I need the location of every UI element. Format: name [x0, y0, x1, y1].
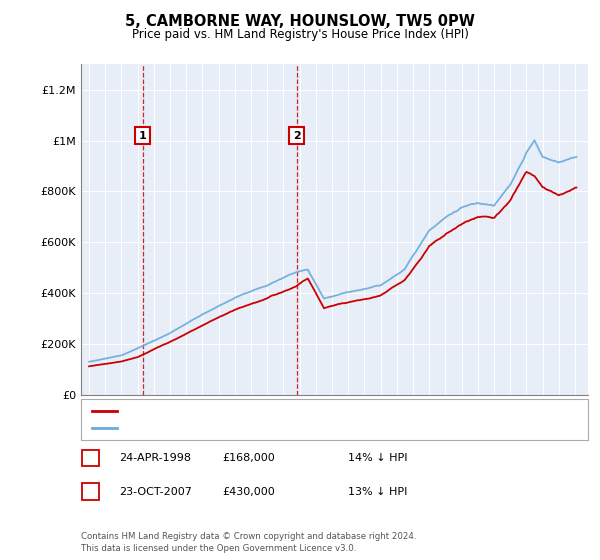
- Text: HPI: Average price, detached house, Hounslow: HPI: Average price, detached house, Houn…: [123, 423, 356, 433]
- Text: Contains HM Land Registry data © Crown copyright and database right 2024.
This d: Contains HM Land Registry data © Crown c…: [81, 532, 416, 553]
- Text: Price paid vs. HM Land Registry's House Price Index (HPI): Price paid vs. HM Land Registry's House …: [131, 28, 469, 41]
- Text: 13% ↓ HPI: 13% ↓ HPI: [348, 487, 407, 497]
- Text: £168,000: £168,000: [222, 453, 275, 463]
- Text: 14% ↓ HPI: 14% ↓ HPI: [348, 453, 407, 463]
- Text: 2: 2: [293, 130, 301, 141]
- Text: 1: 1: [139, 130, 146, 141]
- Text: £430,000: £430,000: [222, 487, 275, 497]
- Text: 2: 2: [87, 487, 94, 497]
- Text: 1: 1: [87, 453, 94, 463]
- Text: 5, CAMBORNE WAY, HOUNSLOW, TW5 0PW: 5, CAMBORNE WAY, HOUNSLOW, TW5 0PW: [125, 14, 475, 29]
- Text: 24-APR-1998: 24-APR-1998: [119, 453, 191, 463]
- Text: 23-OCT-2007: 23-OCT-2007: [119, 487, 191, 497]
- Text: 5, CAMBORNE WAY, HOUNSLOW, TW5 0PW (detached house): 5, CAMBORNE WAY, HOUNSLOW, TW5 0PW (deta…: [123, 405, 428, 416]
